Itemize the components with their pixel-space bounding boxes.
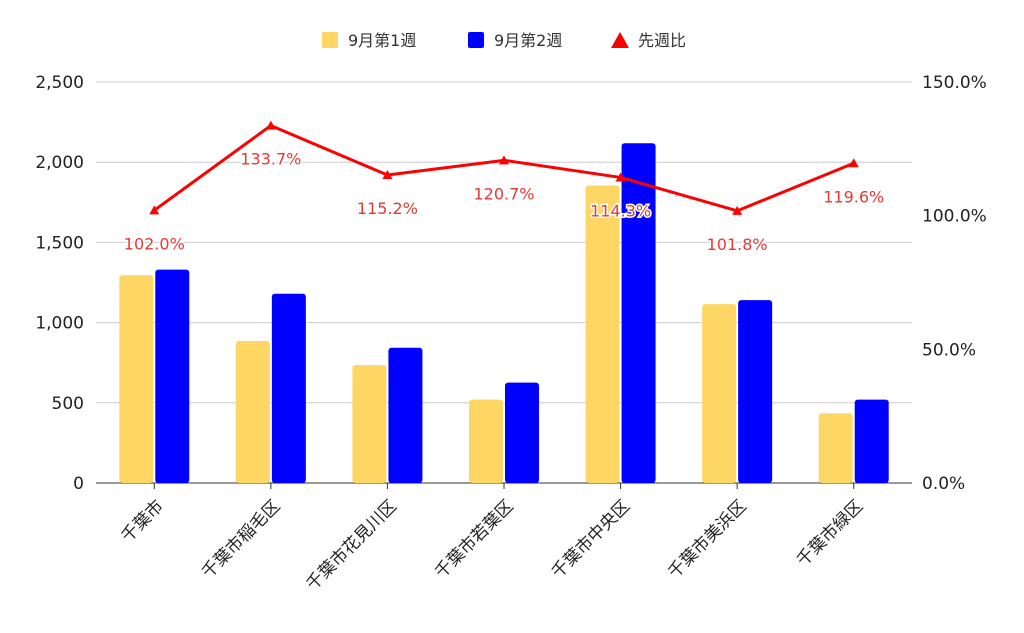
bar-week1 [469,399,503,483]
ratio-point-marker [149,205,160,215]
x-tick-label: 千葉市緑区 [793,496,867,570]
legend-triangle-icon[interactable] [611,32,629,48]
legend-swatch[interactable] [322,32,338,48]
ratio-data-label: 102.0% [124,234,185,253]
ratio-point-marker [499,155,509,165]
bar-week2 [271,293,306,483]
bar-week1 [702,304,737,483]
ratio-data-label: 120.7% [473,184,534,203]
x-tick-label: 千葉市若葉区 [431,496,517,582]
bar-week2 [621,143,656,483]
ratio-data-label: 115.2% [357,199,418,218]
bar-week1 [585,185,620,483]
ratio-point-marker [615,172,626,182]
bar-week1 [352,365,387,483]
y-left-tick-label: 2,500 [35,73,84,93]
x-tick-label: 千葉市花見川区 [303,496,401,594]
ratio-line [149,120,859,215]
ratio-data-label: 133.7% [240,150,301,169]
legend-label[interactable]: 9月第2週 [494,31,562,50]
y-right-tick-label: 50.0% [922,340,976,360]
ratio-point-marker [382,170,393,180]
bar-week1 [818,413,853,483]
x-tick-label: 千葉市美浜区 [664,496,750,582]
y-right-tick-label: 150.0% [922,73,987,93]
y-left-tick-label: 500 [52,394,84,414]
legend-swatch[interactable] [468,32,484,48]
data-labels: 102.0% 133.7% 115.2% 120.7% 114.3% 101.8% 119.… [122,148,885,255]
y-left-tick-label: 1,000 [35,314,84,334]
bar-week2 [738,300,773,483]
ratio-point-marker [848,158,859,168]
gridlines [96,81,912,484]
ratio-point-marker [732,205,743,215]
y-right-tick-label: 0.0% [922,474,965,494]
ratio-data-label: 101.8% [707,235,768,254]
y-left-tick-label: 1,500 [35,233,84,253]
bar-week2 [854,399,889,483]
bar-week2 [388,347,423,483]
bar-week2 [155,269,190,483]
y-right-tick-label: 100.0% [922,207,987,227]
x-tick-label: 千葉市稲毛区 [198,496,284,582]
ratio-data-label: 119.6% [823,187,884,206]
bar-week1 [119,275,154,483]
legend[interactable]: 9月第1週 9月第2週 先週比 [322,31,686,50]
ratio-data-label: 114.3% [590,201,651,220]
y-left-tick-label: 0 [73,474,84,494]
bars [119,143,889,483]
legend-label[interactable]: 先週比 [638,31,686,50]
x-tick-label: 千葉市 [118,496,168,546]
bar-week1 [235,341,270,483]
legend-label[interactable]: 9月第1週 [348,31,416,50]
x-tick-label: 千葉市中央区 [548,496,634,582]
y-left-tick-label: 2,000 [35,153,84,173]
ratio-point-marker [265,120,276,130]
bar-week2 [505,382,539,483]
